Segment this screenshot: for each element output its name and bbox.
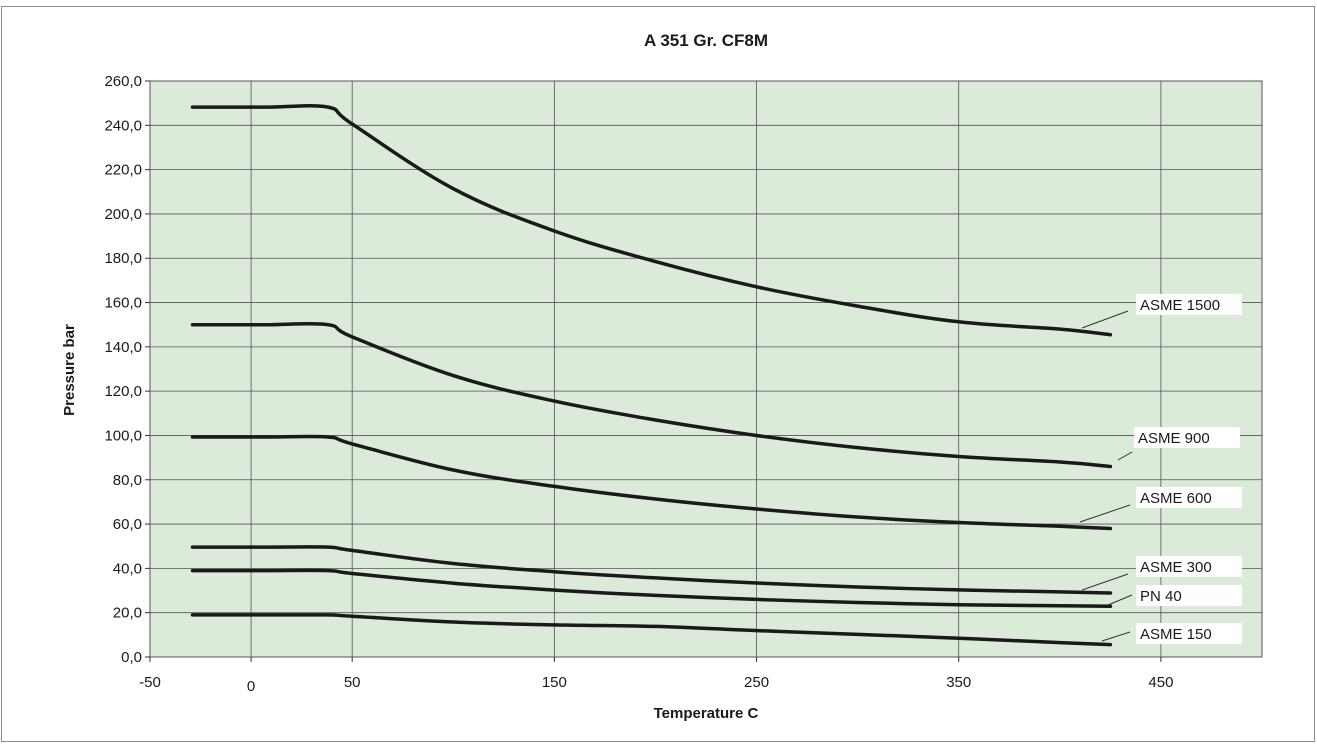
series-label-bg: [1136, 623, 1242, 644]
series-line: [190, 321, 1113, 469]
y-tick-label: 260,0: [104, 73, 142, 90]
y-tick-label: 120,0: [104, 383, 142, 400]
series-leader-line: [1117, 451, 1133, 461]
series-label-bg: [1136, 585, 1242, 606]
y-tick-label: 20,0: [113, 605, 142, 622]
x-tick-label: -50: [139, 674, 161, 691]
series-label: ASME 300: [1140, 559, 1212, 576]
series-label: ASME 600: [1140, 490, 1212, 507]
y-tick-label: 0,0: [121, 649, 142, 666]
series-label-bg: [1136, 294, 1242, 315]
y-tick-label: 180,0: [104, 250, 142, 267]
y-tick-label: 100,0: [104, 427, 142, 444]
y-tick-label: 140,0: [104, 339, 142, 356]
series-label: ASME 150: [1140, 626, 1212, 643]
series-label-bg: [1136, 487, 1242, 508]
series-line: [190, 613, 1113, 647]
series-line: [190, 545, 1113, 595]
y-tick-label: 240,0: [104, 117, 142, 134]
chart-title: A 351 Gr. CF8M: [644, 31, 768, 50]
series-label-bg: [1134, 427, 1240, 448]
series-label: ASME 1500: [1140, 297, 1220, 314]
y-tick-label: 160,0: [104, 295, 142, 312]
y-tick-label: 220,0: [104, 162, 142, 179]
series-line: [190, 568, 1113, 609]
series-leader-line: [1081, 573, 1129, 591]
y-axis-label: Pressure bar: [61, 324, 78, 416]
y-tick-label: 40,0: [113, 560, 142, 577]
series-leader-line: [1081, 310, 1129, 329]
x-tick-label: 50: [344, 674, 361, 691]
x-tick-label: 150: [542, 674, 567, 691]
plot-area: [149, 80, 1263, 658]
x-tick-label: 450: [1148, 674, 1173, 691]
series-label: PN 40: [1140, 588, 1182, 605]
y-tick-label: 80,0: [113, 472, 142, 489]
y-tick-label: 200,0: [104, 206, 142, 223]
series-label: ASME 900: [1138, 430, 1210, 447]
series-line: [190, 104, 1113, 337]
x-tick-label: 350: [946, 674, 971, 691]
series-line: [190, 434, 1113, 531]
series-leader-line: [1101, 631, 1131, 642]
series-label-bg: [1136, 556, 1242, 577]
x-axis-label: Temperature C: [654, 705, 759, 722]
series-leader-line: [1079, 504, 1131, 523]
x-tick-label: 0: [247, 678, 255, 695]
x-tick-label: 250: [744, 674, 769, 691]
series-leader-line: [1107, 594, 1133, 606]
y-tick-label: 60,0: [113, 516, 142, 533]
